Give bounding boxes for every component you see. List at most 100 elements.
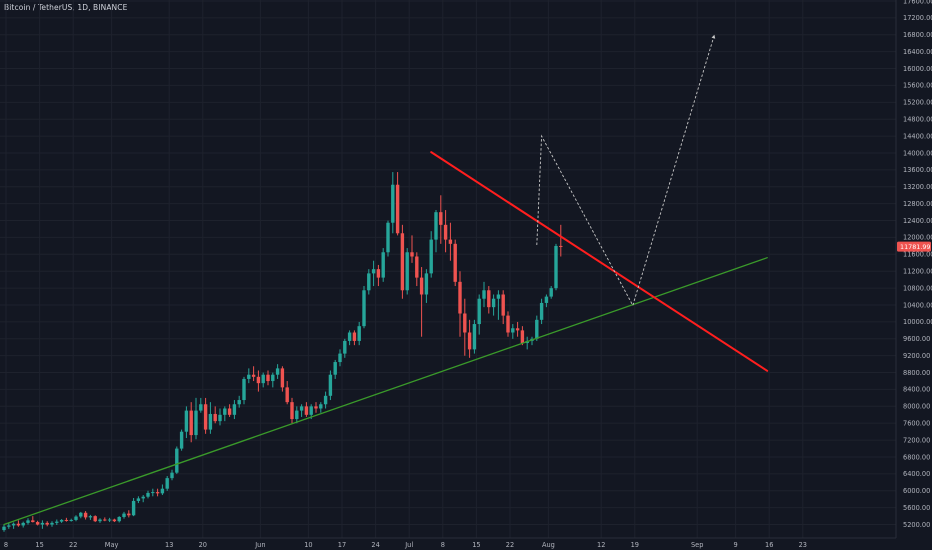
trendlines-layer[interactable] [3,151,769,526]
projection-arrowhead [711,34,716,39]
y-tick-label: 8400.00 [903,386,930,394]
candle-body [415,256,419,278]
y-tick-label: 14400.00 [903,132,932,140]
candle [429,231,433,278]
resistance-trendline[interactable] [430,151,769,372]
candle-body [501,294,505,316]
candle [151,488,155,497]
y-tick-label: 6000.00 [903,487,930,495]
candle [247,368,251,384]
candle [376,264,381,287]
candle [275,364,280,379]
candle-body [59,519,64,522]
projection-path[interactable] [536,34,715,307]
candle-body [275,368,280,375]
candle [290,397,294,424]
candle [98,518,102,523]
candle-body [448,239,453,244]
y-tick-label: 16400.00 [903,48,932,56]
candle [21,521,25,528]
candle-body [2,526,6,531]
candle-body [64,519,69,521]
candle [11,522,16,529]
candle-body [117,516,121,522]
candle [458,271,462,337]
candle [323,391,328,409]
y-tick-label: 12000.00 [903,234,932,242]
last-price-label: 11781.99 [900,243,931,251]
candle [165,476,169,491]
candle-body [194,410,198,436]
y-tick-label: 13600.00 [903,166,932,174]
candle-body [107,519,112,521]
projection-layer[interactable] [536,34,716,307]
y-tick-label: 5600.00 [903,504,930,512]
y-tick-label: 5200.00 [903,521,930,529]
candle-body [496,294,501,299]
grid-lines [0,0,896,538]
candle-body [362,290,366,327]
support-trendline[interactable] [3,257,768,526]
candle [535,315,539,341]
candle-body [285,387,289,403]
candle-body [491,298,496,308]
candle-body [520,330,525,344]
time-axis[interactable]: 8 15 22 May 13 20 Jun 10 17 24 Jul 8 15 22 Aug 12 19 Sep 9… [0,537,896,549]
candle [35,520,40,526]
candle [136,496,141,504]
candle [295,406,299,424]
candle-body [410,252,414,257]
candle [232,400,237,420]
price-axis[interactable]: 5200.00 5600.00 6000.00 6400.00 6800.00 7200.… [895,0,932,538]
candle [314,402,318,413]
candle-body [242,378,246,401]
candle [64,517,69,522]
candle [237,395,241,408]
candle-body [549,288,553,297]
y-tick-label: 12400.00 [903,217,932,225]
candle [463,298,467,356]
candles-layer [2,172,563,532]
candle-body [11,523,16,526]
candle [549,286,553,299]
candle [319,402,323,413]
candle-body [256,376,261,384]
candle [45,521,49,527]
candle-body [506,315,510,333]
candle-body [328,374,333,396]
x-tick-label: 15 [35,541,43,549]
candle [227,404,232,417]
candle-body [304,406,309,415]
candle [453,239,457,287]
candle-body [247,374,251,379]
candle [520,326,525,346]
candle-body [338,353,342,363]
candle [352,330,357,346]
candle-body [160,488,165,494]
x-tick-label: Aug [542,541,555,549]
candle [443,210,448,253]
x-tick-label: 24 [371,541,379,549]
candle [59,519,64,523]
candle-body [31,520,35,523]
candle-body [199,404,203,411]
candle-body [223,408,227,415]
candle [40,520,45,529]
x-tick-label: 10 [304,541,312,549]
candle-body [227,408,232,415]
candle-body [69,519,73,521]
candle-body [88,516,93,518]
candle-body [16,523,21,526]
candle-body [189,410,193,436]
candle [405,248,409,295]
candle-body [371,269,376,274]
candle [117,516,121,523]
candle [285,381,289,405]
candle [386,220,390,257]
candle [400,224,405,299]
y-tick-label: 9600.00 [903,335,930,343]
candle [261,372,265,388]
candle [343,338,347,358]
candle [50,521,54,527]
